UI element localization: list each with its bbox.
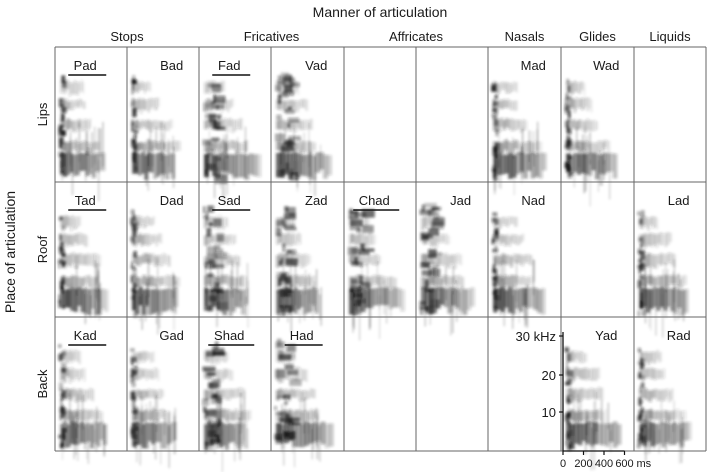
cell-mad: Mad — [491, 58, 547, 196]
spectrogram-rad — [637, 347, 692, 464]
spectrogram-jad — [419, 202, 475, 336]
word-label-chad: Chad — [359, 193, 390, 208]
freq-tick-label: 30 kHz — [516, 329, 556, 344]
spectrogram-pad — [58, 75, 106, 202]
spectrogram-gad — [130, 348, 178, 469]
cell-fad: Fad — [202, 58, 262, 205]
column-header-nasals: Nasals — [505, 29, 545, 44]
column-header-liquids: Liquids — [649, 29, 691, 44]
word-label-jad: Jad — [450, 193, 471, 208]
word-label-shad: Shad — [214, 328, 244, 343]
cell-jad: Jad — [419, 193, 475, 336]
spectrogram-kad — [58, 344, 108, 464]
cell-wad: Wad — [564, 58, 619, 207]
figure-title: Manner of articulation — [313, 4, 448, 20]
cell-dad: Dad — [130, 193, 184, 335]
word-label-lad: Lad — [668, 193, 690, 208]
time-tick-label: 600 — [615, 458, 633, 470]
time-tick-label: 0 — [560, 458, 566, 470]
word-label-fad: Fad — [218, 58, 240, 73]
row-header-back: Back — [35, 369, 50, 398]
time-tick-label: 400 — [595, 458, 613, 470]
time-tick-label: 200 — [574, 458, 592, 470]
word-label-rad: Rad — [667, 328, 691, 343]
cell-kad: Kad — [58, 328, 108, 464]
word-label-wad: Wad — [593, 58, 619, 73]
spectrogram-cells: Pad Bad Fad Vad Mad Wad Tad Dad Sad Zad Chad Jad Nad… — [58, 58, 692, 472]
frequency-axis: 30 kHz 20 10 — [516, 329, 564, 451]
spectrogram-fad — [202, 80, 262, 205]
time-axis: 0 200 400 600 ms — [560, 450, 652, 470]
cell-shad: Shad — [202, 328, 255, 472]
row-header-roof: Roof — [35, 235, 50, 263]
word-label-dad: Dad — [160, 193, 184, 208]
cell-chad: Chad — [348, 193, 405, 341]
row-headers: Lips Roof Back — [35, 102, 50, 398]
word-label-kad: Kad — [74, 328, 97, 343]
word-label-vad: Vad — [305, 58, 327, 73]
cell-sad: Sad — [202, 193, 251, 328]
word-label-yad: Yad — [595, 328, 617, 343]
cell-gad: Gad — [130, 328, 184, 469]
cell-rad: Rad — [637, 328, 692, 464]
column-header-stops: Stops — [110, 29, 144, 44]
spectrogram-chad — [348, 208, 405, 341]
freq-tick-label: 20 — [542, 368, 556, 383]
word-label-pad: Pad — [74, 58, 97, 73]
spectrogram-shad — [202, 341, 252, 472]
word-label-nad: Nad — [521, 193, 545, 208]
cell-bad: Bad — [130, 58, 183, 191]
freq-tick-label: 10 — [542, 405, 556, 420]
word-label-tad: Tad — [75, 193, 96, 208]
column-header-glides: Glides — [579, 29, 616, 44]
spectrogram-wad — [564, 78, 618, 207]
spectrogram-dad — [130, 209, 181, 335]
cell-yad: Yad — [564, 328, 622, 471]
spectrogram-vad — [275, 72, 332, 197]
cell-vad: Vad — [275, 58, 332, 197]
row-header-lips: Lips — [35, 102, 50, 126]
spectrogram-nad — [491, 212, 546, 330]
cell-pad: Pad — [58, 58, 107, 202]
column-headers: Stops Fricatives Affricates Nasals Glides Liq… — [110, 29, 691, 44]
time-axis-unit: ms — [637, 458, 652, 470]
word-label-bad: Bad — [160, 58, 183, 73]
column-header-affricates: Affricates — [389, 29, 443, 44]
word-label-zad: Zad — [305, 193, 327, 208]
spectrogram-yad — [564, 347, 622, 471]
cell-had: Had — [274, 328, 334, 468]
word-label-had: Had — [290, 328, 314, 343]
row-axis-label: Place of articulation — [2, 191, 18, 313]
word-label-sad: Sad — [218, 193, 241, 208]
spectrogram-zad — [275, 206, 322, 333]
spectrogram-tad — [58, 214, 109, 325]
cell-tad: Tad — [58, 193, 109, 325]
spectrogram-bad — [130, 75, 181, 191]
cell-lad: Lad — [637, 193, 689, 338]
word-label-gad: Gad — [159, 328, 184, 343]
cell-zad: Zad — [275, 193, 327, 333]
spectrogram-lad — [637, 210, 689, 338]
spectrogram-had — [274, 338, 334, 468]
spectrogram-sad — [202, 205, 249, 328]
column-header-fricatives: Fricatives — [244, 29, 300, 44]
spectrogram-mad — [491, 80, 547, 196]
cell-nad: Nad — [491, 193, 546, 330]
word-label-mad: Mad — [521, 58, 546, 73]
